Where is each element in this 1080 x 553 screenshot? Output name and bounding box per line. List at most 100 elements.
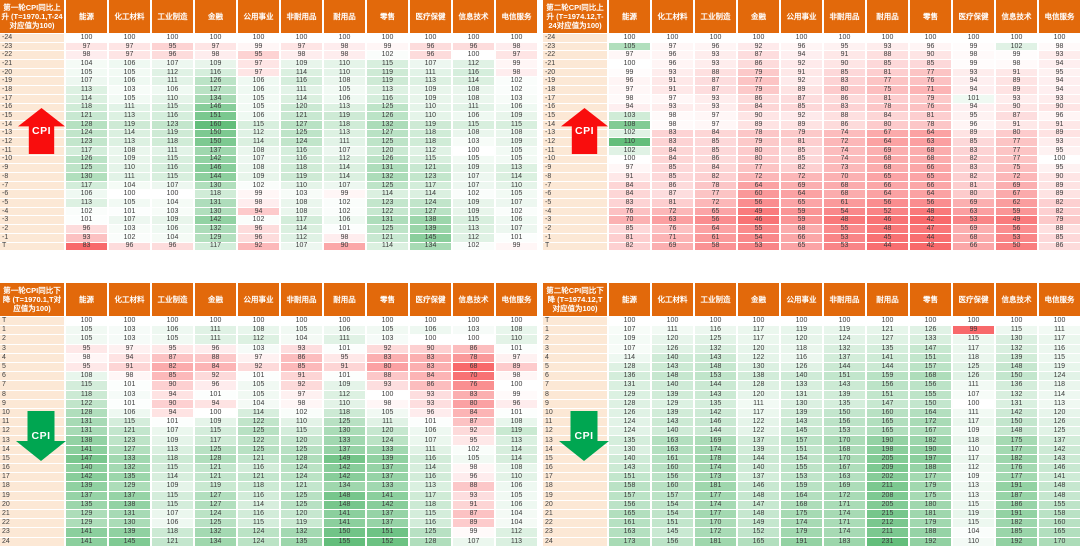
heatmap-cell: 98 [453, 464, 494, 473]
heatmap-cell: 116 [695, 326, 736, 335]
heatmap-cell: 111 [953, 381, 994, 390]
heatmap-cell: 119 [367, 69, 408, 77]
heatmap-cell: 92 [738, 43, 779, 51]
heatmap-cell: 101 [496, 344, 537, 353]
heatmap-cell: 117 [66, 182, 107, 190]
heatmap-cell: 145 [652, 528, 693, 537]
heatmap-cell: 111 [195, 335, 236, 344]
heatmap-cell: 96 [781, 43, 822, 51]
column-header: 能源 [66, 0, 107, 33]
heatmap-cell: 118 [152, 528, 193, 537]
heatmap-cell: 119 [281, 173, 322, 181]
heatmap-cell: 116 [781, 353, 822, 362]
heatmap-cell: 100 [867, 34, 908, 42]
heatmap-cell: 113 [367, 86, 408, 94]
heatmap-cell: 119 [152, 129, 193, 138]
heatmap-cell: 173 [695, 473, 736, 482]
heatmap-cell: 42 [910, 216, 951, 225]
row-label: 18 [543, 482, 607, 491]
heatmap-cell: 115 [496, 121, 537, 129]
row-label: -22 [0, 51, 64, 60]
heatmap-cell: 150 [824, 408, 865, 418]
heatmap-cell: 132 [996, 344, 1037, 353]
heatmap-cell: 109 [496, 138, 537, 146]
heatmap-cell: 115 [281, 427, 322, 436]
heatmap-cell: 112 [281, 234, 322, 242]
heatmap-cell: 42 [910, 242, 951, 251]
heatmap-cell: 110 [324, 69, 365, 77]
heatmap-cell: 105 [238, 381, 279, 390]
heatmap-cell: 100 [910, 317, 951, 326]
heatmap-cell: 107 [152, 509, 193, 519]
heatmap-cell: 94 [609, 103, 650, 112]
heatmap-cell: 117 [953, 454, 994, 463]
heatmap-cell: 142 [195, 155, 236, 164]
heatmap-cell: 149 [324, 454, 365, 463]
heatmap-cell: 93 [1039, 51, 1080, 60]
heatmap-cell: 174 [695, 464, 736, 473]
heatmap-cell: 68 [910, 147, 951, 155]
heatmap-cell: 142 [996, 408, 1037, 418]
heatmap-cell: 137 [324, 445, 365, 454]
heatmap-cell: 102 [609, 147, 650, 155]
heatmap-cell: 111 [1039, 326, 1080, 335]
heatmap-cell: 145 [781, 427, 822, 436]
heatmap-cell: 114 [324, 173, 365, 181]
heatmap-cell: 61 [824, 199, 865, 207]
column-header: 能源 [66, 283, 107, 316]
heatmap-cell: 198 [867, 445, 908, 454]
heatmap-cell: 101 [324, 372, 365, 381]
heatmap-cell: 165 [738, 537, 779, 546]
heatmap-cell: 84 [695, 164, 736, 172]
heatmap-cell: 143 [824, 381, 865, 390]
heatmap-cell: 113 [496, 537, 537, 546]
heatmap-cell: 96 [152, 242, 193, 251]
heatmap-cell: 111 [109, 103, 150, 112]
heatmap-cell: 109 [953, 427, 994, 436]
column-header: 医疗保健 [410, 0, 451, 33]
heatmap-cell: 165 [867, 427, 908, 436]
heatmap-cell: 120 [281, 103, 322, 112]
heatmap-cell: 83 [410, 353, 451, 362]
heatmap-cell: 157 [609, 491, 650, 500]
heatmap-cell: 93 [695, 95, 736, 103]
heatmap-cell: 100 [453, 147, 494, 155]
heatmap-cell: 124 [367, 436, 408, 445]
heatmap-cell: 176 [996, 464, 1037, 473]
cpi-arrow-label: CPI [574, 125, 594, 137]
heatmap-cell: 71 [652, 234, 693, 242]
heatmap-cell: 104 [238, 399, 279, 408]
heatmap-cell: 85 [781, 147, 822, 155]
heatmap-cell: 137 [367, 509, 408, 519]
heatmap-cell: 128 [609, 362, 650, 372]
heatmap-cell: 115 [195, 427, 236, 436]
heatmap-cell: 78 [453, 353, 494, 362]
heatmap-cell: 147 [867, 399, 908, 408]
heatmap-cell: 85 [695, 147, 736, 155]
heatmap-cell: 171 [824, 500, 865, 509]
heatmap-cell: 121 [238, 473, 279, 482]
heatmap-cell: 44 [867, 242, 908, 251]
heatmap-cell: 100 [738, 34, 779, 42]
heatmap-cell: 115 [152, 491, 193, 500]
heatmap-cell: 78 [910, 121, 951, 129]
heatmap-cell: 186 [996, 500, 1037, 509]
heatmap-cell: 125 [1039, 427, 1080, 436]
column-header: 公用事业 [238, 0, 279, 33]
heatmap-cell: 146 [1039, 464, 1080, 473]
heatmap-cell: 95 [824, 43, 865, 51]
heatmap-cell: 171 [824, 519, 865, 528]
heatmap-cell: 208 [867, 491, 908, 500]
heatmap-cell: 107 [324, 147, 365, 155]
column-header: 信息技术 [996, 0, 1037, 33]
row-label: -19 [0, 77, 64, 86]
heatmap-cell: 96 [695, 43, 736, 51]
row-label: -23 [543, 43, 607, 51]
heatmap-cell: 98 [324, 43, 365, 51]
heatmap-cell: 156 [609, 500, 650, 509]
heatmap-cell: 86 [695, 155, 736, 164]
heatmap-cell: 153 [781, 473, 822, 482]
heatmap-cell: 53 [953, 216, 994, 225]
row-label: -8 [0, 173, 64, 181]
heatmap-cell: 80 [453, 399, 494, 408]
